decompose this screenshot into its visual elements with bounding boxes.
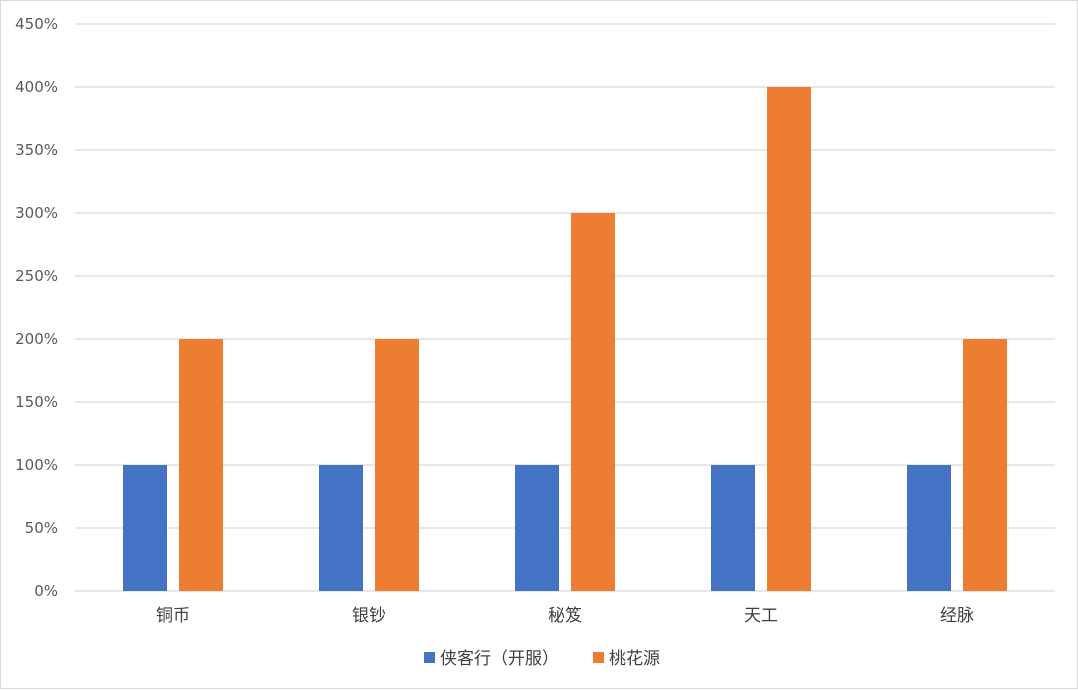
x-category-label: 天工 [744,606,778,626]
y-tick-label: 50% [25,519,58,537]
y-tick-label: 0% [34,582,58,600]
legend-swatch [593,652,604,663]
legend-swatch [424,652,435,663]
bars [123,87,1007,591]
bar-series2 [375,339,419,591]
y-tick-label: 400% [15,78,58,96]
legend: 侠客行（开服） 桃花源 [424,649,660,669]
y-tick-label: 100% [15,456,58,474]
y-tick-label: 350% [15,141,58,159]
bar-series1 [515,465,559,591]
y-tick-label: 200% [15,330,58,348]
bar-series1 [907,465,951,591]
legend-label: 侠客行（开服） [440,649,559,669]
y-tick-label: 150% [15,393,58,411]
gridlines [75,23,1055,592]
bar-series2 [767,87,811,591]
y-tick-label: 450% [15,15,58,33]
y-axis-ticks: 0% 50% 100% 150% 200% 250% 300% 350% 400% 450% [15,15,58,600]
bar-series2 [963,339,1007,591]
bar-series1 [711,465,755,591]
bar-series1 [123,465,167,591]
x-category-label: 秘笈 [548,606,582,626]
x-category-label: 铜币 [156,606,190,626]
legend-label: 桃花源 [609,649,660,669]
x-category-label: 银钞 [352,606,386,626]
x-category-label: 经脉 [940,606,974,626]
bar-series1 [319,465,363,591]
bar-series2 [179,339,223,591]
y-tick-label: 300% [15,204,58,222]
x-axis-categories: 铜币 银钞 秘笈 天工 经脉 [156,606,974,626]
y-tick-label: 250% [15,267,58,285]
bar-series2 [571,213,615,591]
